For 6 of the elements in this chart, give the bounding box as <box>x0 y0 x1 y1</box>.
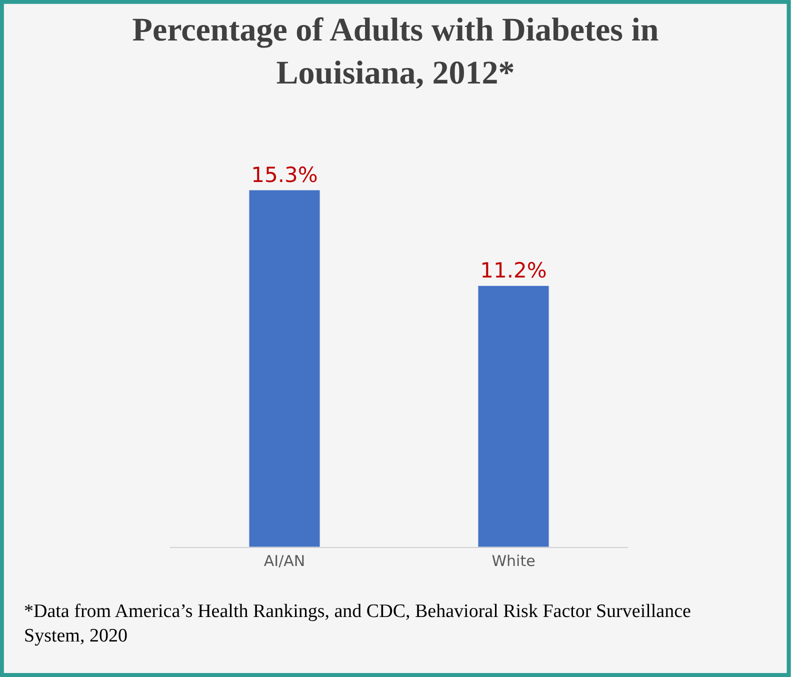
x-tick-label: White <box>492 552 536 570</box>
text: *Data from America’s Health Rankings, and CDC, Behavioral Risk Factor Surveillance System, 2020 <box>24 601 691 647</box>
data-label: 11.2% <box>480 258 547 283</box>
chart-title: Percentage of Adults with Diabetes in Louisiana, 2012* <box>132 12 659 92</box>
x-tick-label: AI/AN <box>264 552 306 570</box>
data-label: 15.3% <box>251 163 318 187</box>
